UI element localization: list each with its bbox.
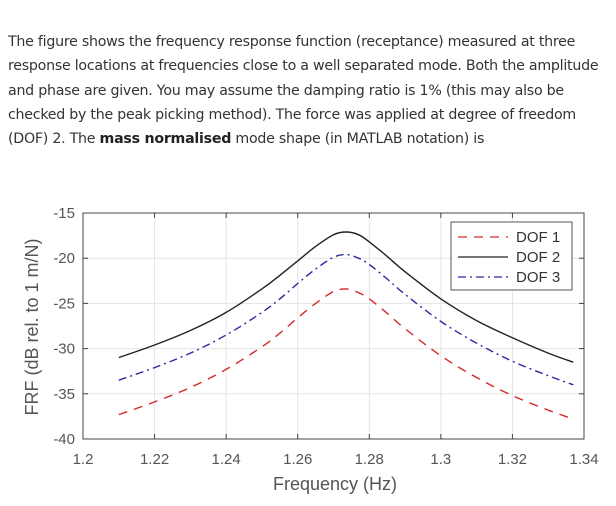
- curves: [118, 231, 574, 420]
- legend-label-dof1: DOF 1: [516, 229, 560, 246]
- y-tick-label: -25: [53, 295, 75, 312]
- y-axis-label: FRF (dB rel. to 1 m/N): [22, 238, 42, 415]
- question-bold-term: mass normalised: [99, 131, 232, 148]
- question-text: The figure shows the frequency response …: [8, 30, 612, 151]
- y-tick-label: -35: [53, 386, 75, 403]
- legend-label-dof2: DOF 2: [516, 249, 560, 266]
- plot-frame: [82, 212, 585, 440]
- x-tick-label: 1.3: [430, 451, 451, 468]
- y-tick-label: -30: [53, 341, 75, 358]
- ticks: [82, 212, 585, 440]
- y-tick-labels: -15 -20 -25 -30 -35 -40: [53, 205, 75, 448]
- x-axis-label: Frequency (Hz): [273, 474, 397, 494]
- legend: DOF 1 DOF 2 DOF 3: [450, 221, 573, 291]
- y-tick-label: -15: [53, 205, 75, 222]
- legend-label-dof3: DOF 3: [516, 269, 560, 286]
- x-tick-labels: 1.2 1.22 1.24 1.26 1.28 1.3 1.32 1.34: [73, 451, 599, 468]
- x-tick-label: 1.32: [498, 451, 527, 468]
- y-tick-label: -20: [53, 250, 75, 267]
- x-tick-label: 1.24: [212, 451, 241, 468]
- x-tick-label: 1.28: [355, 451, 384, 468]
- y-tick-label: -40: [53, 431, 75, 448]
- x-tick-label: 1.2: [73, 451, 94, 468]
- legend-box: [450, 221, 573, 291]
- question-text-part1: The figure shows the frequency response …: [8, 34, 599, 148]
- series-line-dof-2: [118, 231, 574, 363]
- series-line-dof-3: [118, 253, 574, 386]
- x-tick-label: 1.26: [283, 451, 312, 468]
- x-tick-label: 1.22: [140, 451, 169, 468]
- question-text-part2: mode shape (in MATLAB notation) is: [231, 131, 485, 148]
- x-tick-label: 1.34: [569, 451, 598, 468]
- series-line-dof-1: [118, 288, 574, 420]
